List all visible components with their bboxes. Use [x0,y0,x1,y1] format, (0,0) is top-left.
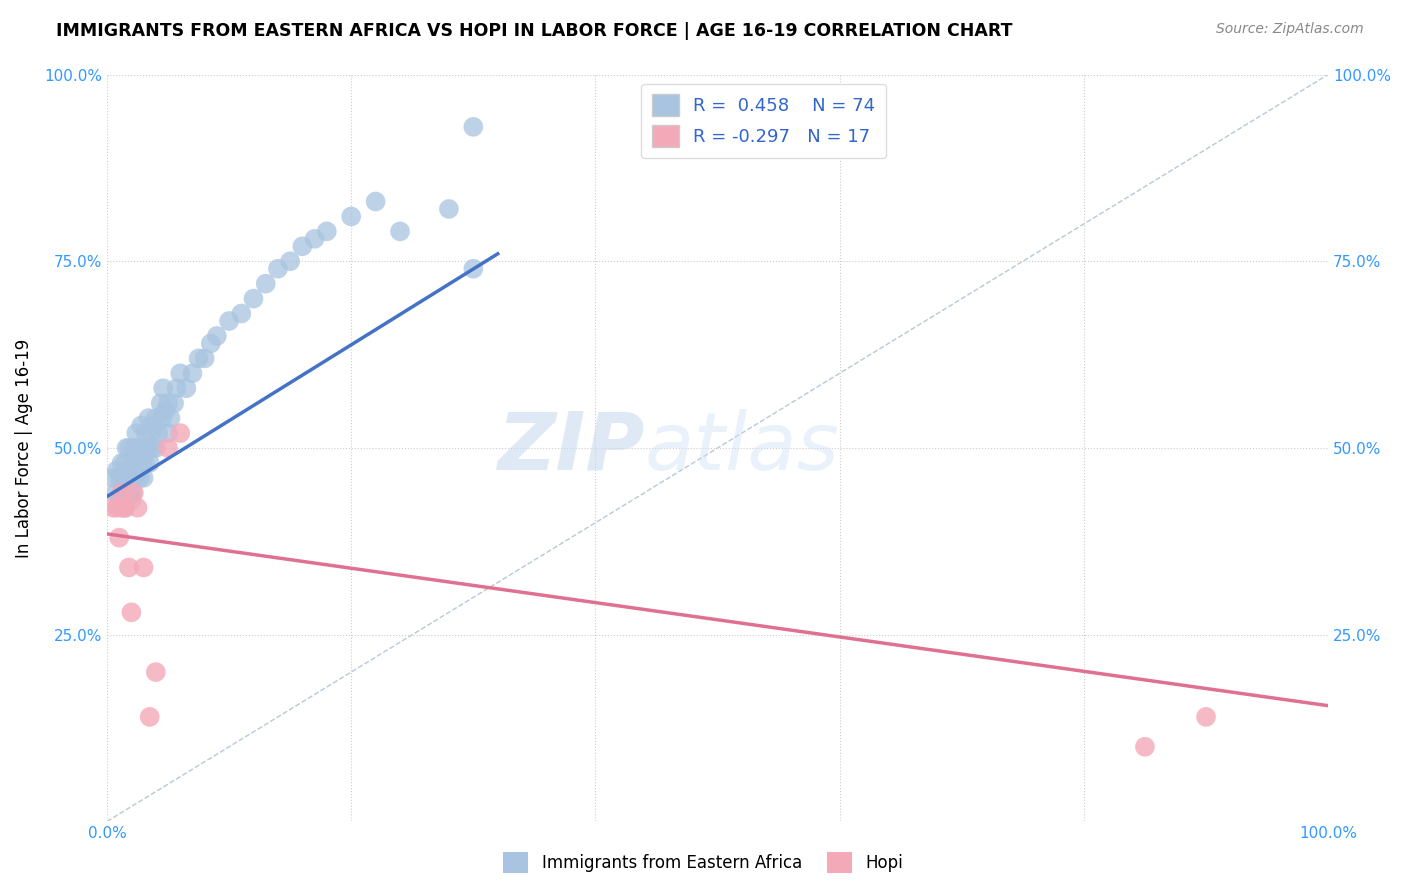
Point [129,441,152,455]
Point [169,366,191,380]
Point [200,336,222,351]
Point [114,500,136,515]
Point [129,471,152,485]
Point [120,471,142,485]
Point [176,381,198,395]
Point [187,351,209,366]
Point [389,224,412,238]
Point [135,425,157,440]
Point [127,463,149,477]
Point [218,314,240,328]
Point [122,441,145,455]
Text: Source: ZipAtlas.com: Source: ZipAtlas.com [1216,22,1364,37]
Point [141,441,163,455]
Point [242,292,264,306]
Point [121,485,143,500]
Point [101,471,124,485]
Text: ZIP: ZIP [496,409,644,487]
Point [117,463,139,477]
Point [128,456,150,470]
Point [463,120,485,134]
Point [364,194,387,209]
Point [132,441,155,455]
Point [104,485,127,500]
Point [108,493,131,508]
Point [145,411,167,425]
Point [304,232,326,246]
Point [114,500,136,515]
Point [145,665,167,679]
Point [163,396,186,410]
Point [134,456,156,470]
Point [127,500,149,515]
Point [127,441,149,455]
Point [111,500,134,515]
Point [122,485,145,500]
Point [205,329,228,343]
Point [166,381,188,395]
Point [267,261,290,276]
Point [437,202,460,216]
Point [278,254,301,268]
Point [118,485,141,500]
Point [145,441,167,455]
Point [129,418,152,433]
Point [159,411,181,425]
Point [111,471,134,485]
Point [108,531,131,545]
Point [139,425,162,440]
Point [118,560,141,574]
Point [148,425,170,440]
Point [157,425,180,440]
Legend: Immigrants from Eastern Africa, Hopi: Immigrants from Eastern Africa, Hopi [496,846,910,880]
Point [101,500,124,515]
Point [118,441,141,455]
Point [132,560,155,574]
Point [1195,710,1218,724]
Point [108,471,131,485]
Point [115,441,138,455]
Text: atlas: atlas [644,409,839,487]
Point [149,396,172,410]
Point [131,456,153,470]
Point [155,403,177,417]
Point [138,456,160,470]
Y-axis label: In Labor Force | Age 16-19: In Labor Force | Age 16-19 [15,338,32,558]
Point [136,441,159,455]
Point [463,261,485,276]
Point [111,485,134,500]
Point [132,471,155,485]
Point [340,210,363,224]
Point [111,485,134,500]
Point [125,425,148,440]
Point [181,366,204,380]
Point [122,456,145,470]
Text: IMMIGRANTS FROM EASTERN AFRICA VS HOPI IN LABOR FORCE | AGE 16-19 CORRELATION CH: IMMIGRANTS FROM EASTERN AFRICA VS HOPI I… [56,22,1012,40]
Point [142,418,165,433]
Point [114,478,136,492]
Point [1133,739,1156,754]
Point [120,605,142,619]
Point [157,441,180,455]
Point [138,710,160,724]
Point [169,425,191,440]
Point [120,493,142,508]
Point [254,277,277,291]
Point [194,351,217,366]
Point [120,463,142,477]
Point [124,471,146,485]
Point [231,307,253,321]
Point [138,411,160,425]
Point [114,456,136,470]
Point [315,224,337,238]
Point [105,500,128,515]
Point [152,381,174,395]
Point [105,463,128,477]
Legend: R =  0.458    N = 74, R = -0.297   N = 17: R = 0.458 N = 74, R = -0.297 N = 17 [641,84,886,158]
Point [111,456,134,470]
Point [157,396,180,410]
Point [291,239,314,253]
Point [150,411,173,425]
